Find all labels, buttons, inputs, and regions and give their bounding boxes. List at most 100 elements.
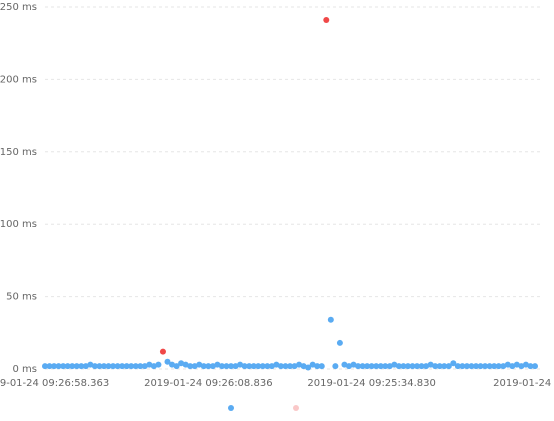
point <box>137 363 144 370</box>
point <box>277 363 284 370</box>
y-tick-label: 250 ms <box>0 2 37 13</box>
point <box>123 363 130 370</box>
point <box>332 363 339 370</box>
point <box>55 363 62 370</box>
y-tick-label: 150 ms <box>0 147 37 158</box>
point <box>468 363 475 370</box>
point <box>355 363 362 370</box>
point <box>187 363 194 370</box>
point <box>296 361 303 368</box>
point <box>255 363 262 370</box>
point <box>359 363 366 370</box>
point <box>87 361 94 368</box>
y-tick-label: 200 ms <box>0 74 37 85</box>
y-tick-label: 100 ms <box>0 219 37 230</box>
y-tick-label: 50 ms <box>6 292 37 303</box>
point <box>273 361 280 368</box>
point <box>327 316 334 323</box>
point <box>150 363 157 370</box>
point <box>500 363 507 370</box>
point <box>386 363 393 370</box>
point <box>110 363 117 370</box>
point <box>114 363 121 370</box>
point <box>391 361 398 368</box>
point <box>513 361 520 368</box>
point <box>259 363 266 370</box>
point <box>60 363 67 370</box>
point <box>504 361 511 368</box>
point <box>459 363 466 370</box>
point <box>291 363 298 370</box>
point <box>42 363 48 370</box>
point <box>141 363 148 370</box>
point <box>414 363 421 370</box>
point <box>482 363 489 370</box>
point <box>264 363 271 370</box>
point <box>164 358 171 365</box>
point <box>214 361 221 368</box>
point <box>377 363 384 370</box>
point <box>463 363 470 370</box>
point <box>350 361 357 368</box>
point <box>445 363 452 370</box>
point <box>318 363 325 370</box>
point <box>427 361 434 368</box>
point <box>105 363 112 370</box>
point <box>132 363 139 370</box>
x-tick-label: 2019-01-24 09:2 <box>493 378 554 389</box>
point <box>169 361 176 368</box>
point <box>368 363 375 370</box>
point <box>364 363 371 370</box>
point <box>78 363 85 370</box>
point <box>309 361 316 368</box>
point <box>450 360 457 367</box>
point <box>518 363 525 370</box>
point <box>155 361 162 368</box>
point <box>373 363 380 370</box>
point <box>64 363 71 370</box>
point <box>223 363 230 370</box>
point <box>400 363 407 370</box>
point <box>527 363 534 370</box>
point <box>82 363 89 370</box>
point <box>69 363 76 370</box>
point <box>532 363 538 370</box>
point <box>178 360 185 367</box>
point <box>522 361 529 368</box>
point <box>486 363 493 370</box>
point <box>46 363 53 370</box>
point <box>491 363 498 370</box>
point <box>345 363 352 370</box>
point <box>96 363 103 370</box>
point <box>128 363 135 370</box>
point <box>404 363 411 370</box>
point <box>423 363 430 370</box>
point <box>341 361 348 368</box>
point <box>495 363 502 370</box>
y-tick-label: 0 ms <box>13 364 38 375</box>
point <box>182 361 189 368</box>
point <box>409 363 416 370</box>
point <box>205 363 212 370</box>
point <box>237 361 244 368</box>
point <box>73 363 80 370</box>
point <box>246 363 253 370</box>
point <box>218 363 225 370</box>
point <box>250 363 257 370</box>
point <box>473 363 480 370</box>
point <box>91 363 98 370</box>
point <box>232 363 239 370</box>
point <box>268 363 275 370</box>
point <box>287 363 293 370</box>
point <box>146 361 153 368</box>
x-tick-label: 2019-01-24 09:26:58.363 <box>0 378 109 389</box>
point <box>336 339 343 346</box>
point <box>119 363 126 370</box>
point <box>314 363 321 370</box>
x-tick-label: 2019-01-24 09:26:08.836 <box>144 378 272 389</box>
point <box>228 363 235 370</box>
point <box>51 363 58 370</box>
point <box>100 363 107 370</box>
